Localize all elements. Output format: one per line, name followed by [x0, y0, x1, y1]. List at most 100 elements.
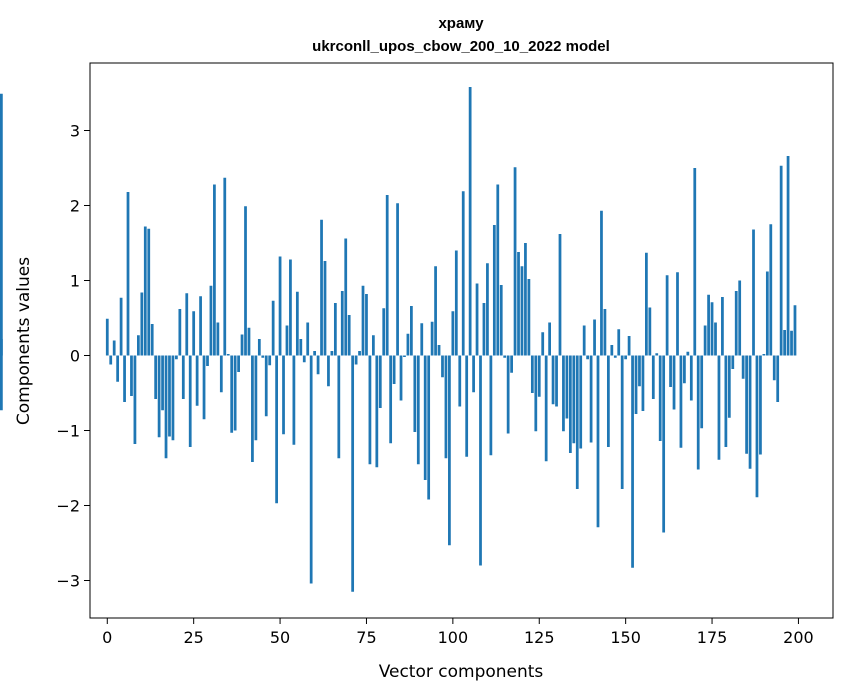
bar — [672, 355, 676, 410]
bar — [299, 339, 303, 356]
bar — [724, 355, 728, 447]
bar — [327, 355, 330, 387]
bar — [240, 334, 244, 356]
bar — [651, 355, 655, 399]
bar — [648, 307, 652, 356]
bar — [731, 355, 735, 369]
bar — [520, 266, 524, 356]
bar — [669, 355, 672, 387]
bar — [727, 355, 731, 418]
bar — [544, 355, 548, 462]
bar — [271, 300, 275, 356]
bar — [264, 355, 268, 417]
bar — [752, 229, 755, 356]
bar — [209, 285, 213, 356]
bar — [492, 225, 496, 356]
bar — [406, 333, 410, 356]
bar — [437, 345, 441, 356]
bar — [403, 355, 406, 357]
bar — [769, 224, 773, 356]
x-tick-label: 100 — [438, 628, 469, 647]
bar — [223, 177, 227, 356]
y-axis-label: Components values — [14, 257, 34, 425]
y-tick-label: −1 — [56, 422, 80, 441]
bar — [192, 311, 196, 356]
bar — [247, 327, 251, 356]
bar — [572, 355, 576, 444]
bar — [710, 302, 714, 356]
bar — [448, 355, 451, 546]
bar — [700, 355, 704, 429]
bar — [627, 336, 631, 356]
bar — [202, 355, 206, 420]
bar — [472, 355, 475, 393]
bar — [257, 339, 261, 356]
bar — [150, 324, 154, 356]
bar — [527, 279, 531, 356]
bar — [434, 266, 437, 356]
bar — [206, 355, 209, 366]
bar — [123, 355, 126, 402]
bar — [738, 280, 742, 356]
y-axis-ticks: −3 −2 −1 0 1 2 3 — [56, 122, 90, 591]
x-tick-label: 125 — [524, 628, 555, 647]
bar — [112, 340, 116, 356]
x-tick-label: 200 — [783, 628, 814, 647]
bar — [275, 355, 278, 504]
bar — [482, 303, 486, 356]
bar — [475, 283, 479, 356]
bar — [596, 355, 600, 528]
bar — [537, 355, 541, 397]
bar — [0, 93, 3, 356]
bar — [337, 355, 341, 459]
bar — [696, 355, 700, 470]
bar — [351, 355, 355, 592]
bar — [354, 355, 358, 365]
bar — [340, 291, 344, 356]
bar — [689, 355, 693, 401]
x-tick-label: 175 — [697, 628, 728, 647]
bar — [721, 297, 724, 356]
x-tick-label: 150 — [610, 628, 641, 647]
bar — [603, 309, 607, 356]
bar — [658, 355, 662, 441]
bar — [451, 311, 455, 356]
bar — [358, 351, 361, 356]
bar — [399, 355, 403, 401]
bar — [613, 355, 617, 358]
bar — [154, 355, 158, 399]
bar — [793, 305, 797, 356]
bar — [465, 355, 469, 457]
y-tick-label: 1 — [70, 272, 80, 291]
bar — [175, 355, 178, 360]
bar — [157, 355, 161, 438]
bar — [776, 355, 780, 402]
bar — [541, 332, 545, 356]
bar — [137, 335, 140, 356]
bar — [454, 250, 458, 356]
bar — [420, 323, 424, 356]
bar — [378, 355, 382, 408]
bar — [295, 291, 299, 356]
chart-subtitle: ukrconll_upos_cbow_200_10_2022 model — [312, 38, 610, 55]
bar — [219, 355, 223, 393]
bar — [562, 355, 565, 432]
y-tick-label: −2 — [56, 497, 80, 516]
bar — [499, 285, 503, 356]
bar — [444, 355, 448, 459]
bar — [759, 355, 762, 455]
bar — [786, 156, 790, 356]
y-tick-label: 3 — [70, 122, 80, 141]
bar — [617, 329, 621, 356]
bar — [638, 355, 641, 387]
bar — [565, 355, 569, 419]
bar — [410, 306, 413, 356]
bar — [610, 345, 614, 356]
bar — [347, 315, 351, 356]
bar — [226, 354, 230, 356]
bar — [676, 272, 679, 356]
plot-frame — [89, 62, 834, 619]
bar — [413, 355, 417, 432]
bar — [734, 291, 738, 356]
bar — [530, 355, 534, 393]
